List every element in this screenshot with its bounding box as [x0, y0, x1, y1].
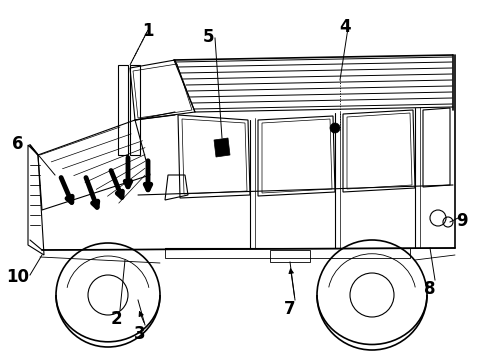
Text: 6: 6 — [12, 135, 24, 153]
Text: 7: 7 — [284, 300, 296, 318]
Circle shape — [330, 123, 340, 133]
Text: 2: 2 — [110, 310, 122, 328]
Text: 5: 5 — [202, 28, 214, 46]
Text: 10: 10 — [6, 268, 29, 286]
Polygon shape — [214, 138, 230, 157]
Text: 8: 8 — [424, 280, 436, 298]
Text: 3: 3 — [134, 325, 146, 343]
Text: 1: 1 — [142, 22, 154, 40]
Text: 4: 4 — [339, 18, 351, 36]
Text: 9: 9 — [456, 212, 468, 230]
